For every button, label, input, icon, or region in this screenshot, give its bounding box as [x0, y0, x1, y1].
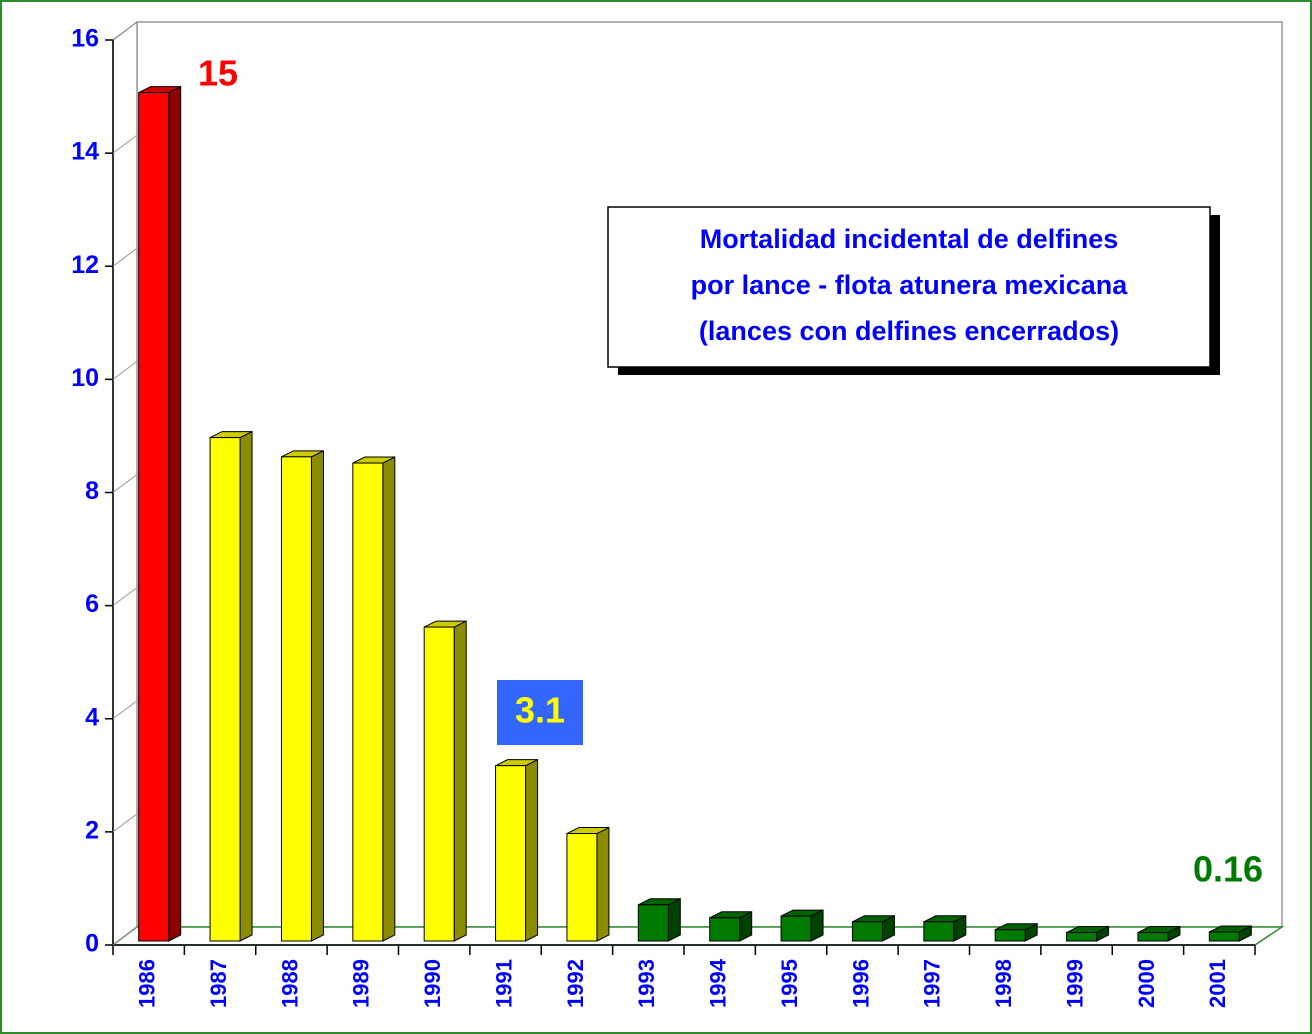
x-tick-label: 1991 [491, 959, 516, 1008]
y-tick-label: 14 [71, 138, 99, 166]
bar [566, 833, 598, 942]
bar [709, 917, 741, 942]
x-tick-label: 1997 [920, 959, 945, 1008]
bar-side [168, 85, 182, 942]
y-tick-depth [112, 700, 138, 720]
x-tick-label: 1989 [349, 959, 374, 1008]
y-tick-depth [112, 926, 138, 946]
x-tick-label: 2000 [1134, 959, 1159, 1008]
y-tick-depth [112, 247, 138, 267]
chart-title: (lances con delfines encerrados) [699, 316, 1119, 346]
data-label-box [497, 680, 583, 745]
bar [1208, 931, 1240, 942]
bar [138, 92, 170, 942]
data-label: 3.1 [515, 690, 565, 731]
x-tick-label: 1998 [991, 959, 1016, 1008]
y-tick-label: 4 [85, 703, 99, 731]
bar [495, 765, 527, 942]
y-tick-label: 12 [71, 251, 99, 279]
x-tick-label: 1988 [277, 959, 302, 1008]
x-tick-label: 1992 [563, 959, 588, 1008]
chart-title: por lance - flota atunera mexicana [691, 270, 1129, 300]
bar [1137, 932, 1169, 942]
y-tick-depth [112, 587, 138, 607]
x-tick-label: 1993 [634, 959, 659, 1008]
y-tick-depth [112, 21, 138, 41]
bar-side [596, 826, 610, 942]
x-tick-label: 1990 [420, 959, 445, 1008]
bar-side [525, 758, 539, 942]
bar [352, 462, 384, 942]
x-tick-label: 1995 [777, 959, 802, 1008]
bar [280, 456, 312, 942]
y-tick-depth [112, 134, 138, 154]
bar [851, 921, 883, 942]
chart-title: Mortalidad incidental de delfines [700, 224, 1119, 254]
x-tick-label: 2001 [1205, 959, 1230, 1008]
y-tick-label: 8 [85, 477, 99, 505]
bar-side [310, 450, 324, 942]
data-label: 0.16 [1193, 849, 1263, 890]
x-tick-label: 1999 [1062, 959, 1087, 1008]
x-tick-label: 1996 [848, 959, 873, 1008]
y-tick-depth [112, 360, 138, 380]
title-box [607, 206, 1211, 368]
bar [637, 904, 669, 942]
y-tick-label: 0 [85, 930, 99, 958]
bar [923, 921, 955, 942]
bar [780, 915, 812, 942]
x-tick-label: 1994 [706, 958, 731, 1008]
bar-side [667, 897, 681, 942]
bar-side [453, 620, 467, 942]
y-tick-label: 2 [85, 816, 99, 844]
bar [1066, 932, 1098, 942]
bar-side [382, 456, 396, 942]
y-tick-depth [112, 813, 138, 833]
y-tick-depth [112, 474, 138, 493]
y-tick-label: 6 [85, 590, 99, 618]
y-tick-label: 16 [71, 25, 99, 53]
bar [209, 437, 241, 942]
x-tick-label: 1987 [206, 959, 231, 1008]
data-label: 15 [198, 53, 238, 94]
y-tick-label: 10 [71, 364, 99, 392]
bar [994, 929, 1026, 942]
bar-side [239, 430, 253, 942]
bar [423, 626, 455, 942]
x-tick-label: 1986 [135, 959, 160, 1008]
